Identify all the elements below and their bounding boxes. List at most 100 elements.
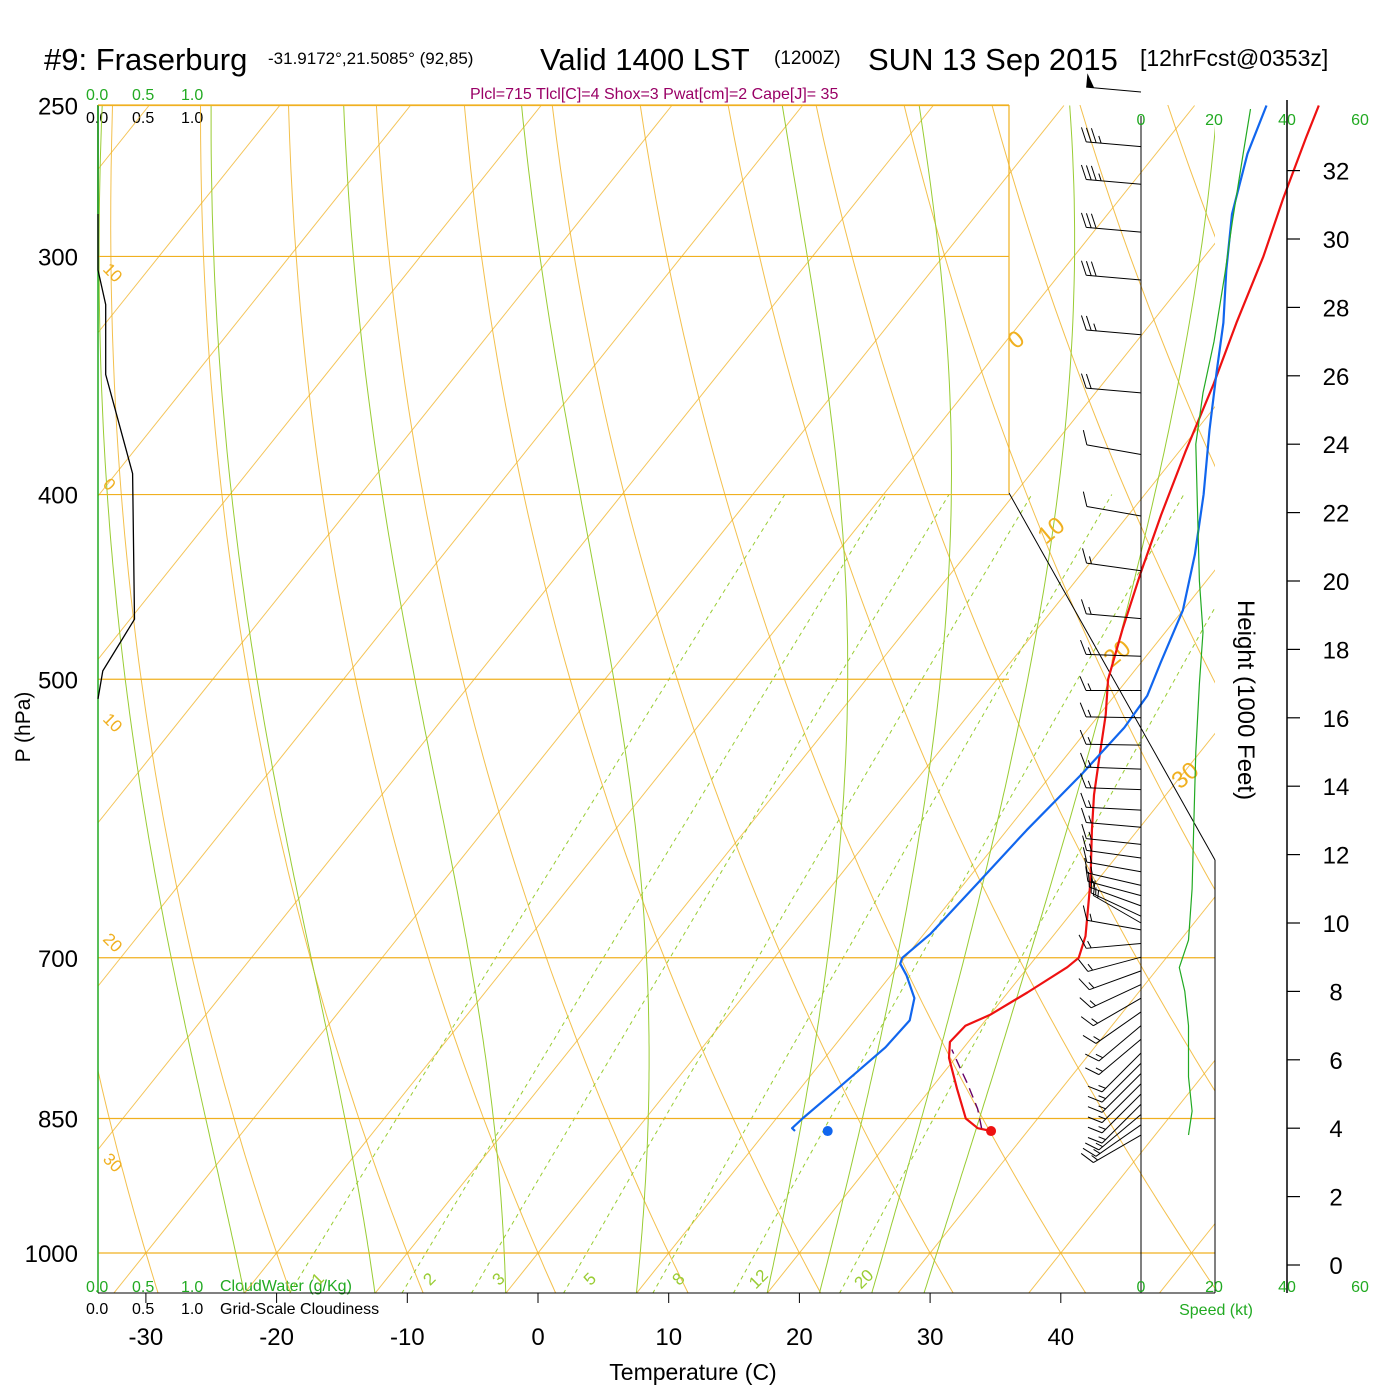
- wind-barb-feather: [1084, 857, 1088, 874]
- dry-adiabat-line: [1079, 105, 1215, 468]
- speed-axis-title: Speed (kt): [1179, 1302, 1253, 1319]
- wind-barb: [1087, 1062, 1142, 1103]
- cloudwater-scale-bottom-05: 0.5: [132, 1279, 154, 1296]
- height-tick-label: 0: [1329, 1253, 1342, 1280]
- wind-barb-feather: [1080, 1153, 1094, 1163]
- wind-barb-feather: [1089, 855, 1093, 864]
- wind-barb-staff: [1101, 1083, 1142, 1123]
- wind-barb-feather: [1080, 599, 1087, 614]
- cloudiness-scale-top-05: 0.5: [132, 110, 154, 127]
- wind-barb-staff: [1101, 1103, 1142, 1144]
- wind-barb-feather: [1078, 959, 1089, 972]
- wind-barb-feather: [1087, 1126, 1103, 1134]
- cloudiness-scale-bottom-0: 0.0: [86, 1301, 108, 1318]
- height-tick-label: 16: [1323, 706, 1350, 733]
- wind-barb-staff: [1093, 997, 1142, 1027]
- temperature-tick-label: 40: [1047, 1324, 1074, 1351]
- wind-barb: [1080, 639, 1142, 657]
- wind-barb: [1080, 807, 1142, 828]
- dry-adiabat-label-right: 20: [1099, 635, 1137, 673]
- cloudiness-scale-bottom-05: 0.5: [132, 1301, 154, 1318]
- wind-barb-feather: [1091, 1155, 1098, 1161]
- wind-barb: [1078, 970, 1142, 991]
- wind-barb-feather: [1093, 1149, 1101, 1154]
- cloudwater-scale-top-05: 0.5: [132, 87, 154, 104]
- wind-barb-staff: [1086, 387, 1142, 394]
- wind-barb: [1080, 260, 1142, 281]
- wind-barb-pennant: [1086, 73, 1095, 88]
- wind-barb: [1079, 676, 1141, 691]
- isotherm-line: [897, 896, 1215, 1293]
- pressure-tick-label: 700: [38, 946, 78, 973]
- wind-barb-staff: [1086, 838, 1142, 845]
- isotherm-line: [1158, 1222, 1215, 1293]
- height-tick-label: 22: [1323, 501, 1350, 528]
- wind-barb-feather: [1089, 1000, 1097, 1007]
- wind-barb-staff: [1098, 1025, 1142, 1062]
- wind-barb-feather: [1085, 1142, 1100, 1151]
- wind-barb-feather: [1091, 875, 1094, 883]
- isotherm-line: [636, 569, 1215, 1293]
- wind-barb: [1086, 73, 1142, 93]
- wind-barb-feather: [1090, 165, 1097, 181]
- wind-barb-feather: [1098, 1136, 1106, 1141]
- wind-barb-feather: [1088, 815, 1092, 824]
- height-tick-label: 10: [1323, 911, 1350, 938]
- wind-barb: [1087, 1052, 1142, 1093]
- mixing-ratio-line: [732, 494, 1185, 1293]
- mixing-ratio-line: [470, 494, 950, 1293]
- moist-adiabat-line: [818, 105, 953, 1293]
- station-title: #9: Fraserburg: [44, 42, 247, 77]
- wind-barb-feather: [1098, 1126, 1106, 1130]
- wind-barb: [1082, 1124, 1142, 1157]
- wind-barb-staff: [1089, 886, 1142, 907]
- wind-barb-staff: [1090, 984, 1142, 1009]
- wind-barb-staff: [1086, 178, 1142, 185]
- wind-barb: [1085, 1114, 1142, 1151]
- wind-barb-feather: [1079, 702, 1087, 718]
- wind-barb-feather: [1082, 491, 1088, 507]
- wind-barb-feather: [1087, 683, 1092, 691]
- wind-barb-feather: [1087, 737, 1092, 745]
- wind-barb-feather: [1088, 831, 1092, 840]
- wind-barb: [1080, 773, 1142, 791]
- wind-barb-feather: [1079, 997, 1092, 1009]
- wind-barb-staff: [1086, 653, 1142, 657]
- wind-barb-staff: [1086, 821, 1142, 828]
- wind-barb-feather: [1085, 261, 1092, 276]
- moist-adiabat-line: [343, 105, 507, 1293]
- cloud-scales: 0.0 0.5 1.0 0.0 0.5 1.0 0.0 0.5 1.0 Clou…: [86, 87, 379, 1318]
- isotherm-line: [113, 105, 1065, 1293]
- sounding-indices: Plcl=715 Tlcl[C]=4 Shox=3 Pwat[cm]=2 Cap…: [470, 86, 838, 103]
- dry-adiabat-label-right: 0: [1003, 325, 1031, 354]
- wind-barb: [1082, 429, 1142, 455]
- temperature-trace: [947, 105, 1320, 1133]
- wind-barb-feather: [1082, 1147, 1097, 1157]
- wind-barb-staff: [1101, 1073, 1142, 1113]
- temperature-tick-label: -30: [129, 1324, 164, 1351]
- speed-tick-top: 60: [1351, 112, 1369, 129]
- wind-barb: [1082, 835, 1142, 859]
- pressure-tick-label: 300: [38, 244, 78, 271]
- mixing-ratio-line: [839, 606, 1215, 1293]
- wind-barb-staff: [1086, 444, 1142, 455]
- wind-barb: [1087, 1073, 1142, 1113]
- wind-barb: [1085, 1025, 1142, 1062]
- speed-tick-top: 20: [1205, 112, 1223, 129]
- isotherm-line: [98, 105, 281, 334]
- thermo-grid: [98, 105, 1215, 1293]
- wind-barb-feather: [1087, 709, 1092, 718]
- wind-barb-feather: [1098, 135, 1102, 144]
- wind-speed-line: [1178, 108, 1252, 1136]
- wind-barb-feather: [1087, 780, 1092, 789]
- speed-tick-bottom: 20: [1205, 1279, 1223, 1296]
- wind-barb-feather: [1090, 128, 1097, 143]
- isotherm-line: [98, 105, 934, 1151]
- wind-barb-staff: [1086, 849, 1142, 859]
- wind-barb-staff: [1086, 787, 1142, 791]
- isotherm-line: [1028, 1059, 1215, 1293]
- surface-dewpoint-marker: [822, 1126, 833, 1137]
- forecast-info: [12hrFcst@0353z]: [1140, 45, 1328, 71]
- wind-barb: [1082, 548, 1142, 572]
- wind-barb-feather: [1098, 1105, 1106, 1110]
